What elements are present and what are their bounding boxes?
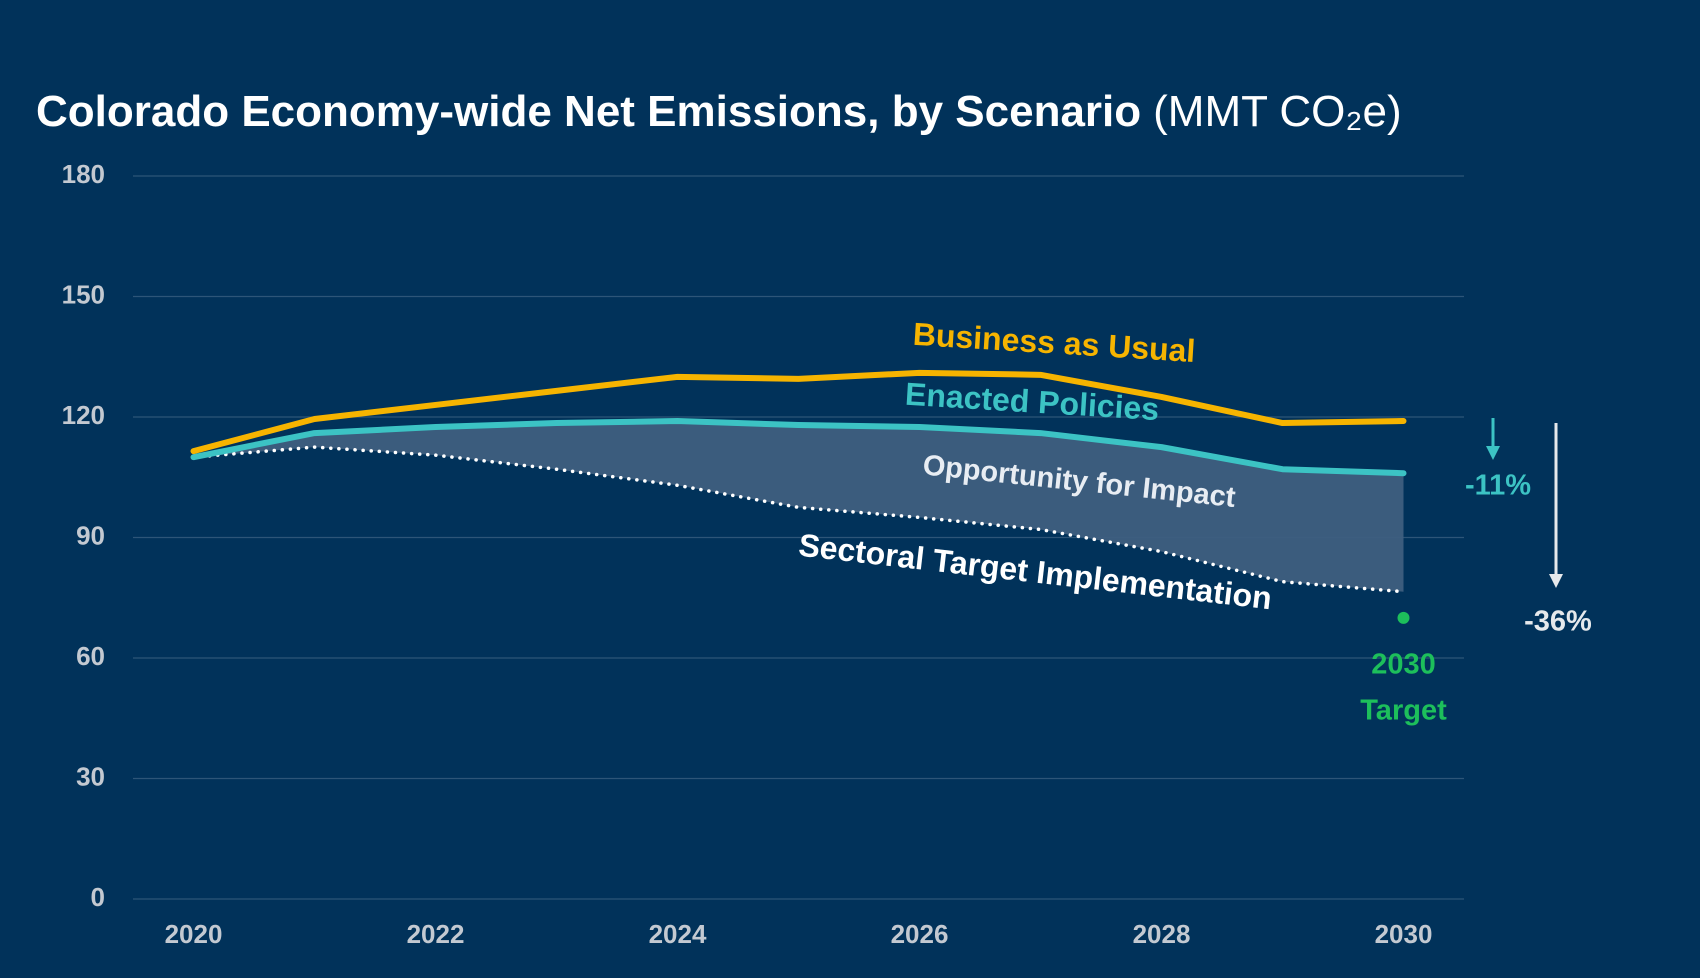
y-tick-label: 120: [62, 400, 105, 430]
series-line: [190, 369, 1407, 455]
y-tick-label: 30: [76, 761, 105, 791]
y-tick-label: 0: [91, 882, 105, 912]
target-point: [1397, 611, 1410, 624]
reduction-arrowhead: [1549, 574, 1563, 588]
target-label: Target: [1360, 695, 1447, 727]
title-main: Colorado Economy-wide Net Emissions, by …: [36, 87, 1141, 136]
x-tick-label: 2028: [1133, 919, 1191, 949]
series-label: Enacted Policies: [904, 376, 1160, 427]
x-tick-label: 2030: [1375, 919, 1433, 949]
x-tick-label: 2020: [165, 919, 223, 949]
chart-title: Colorado Economy-wide Net Emissions, by …: [36, 87, 1402, 136]
reduction-label: -11%: [1465, 470, 1531, 502]
y-tick-label: 150: [62, 279, 105, 309]
target-label: 2030: [1371, 649, 1436, 681]
title-unit: (MMT CO₂e): [1153, 87, 1401, 136]
opportunity-area: [193, 421, 1404, 592]
reduction-arrowhead: [1486, 446, 1500, 460]
y-tick-label: 90: [76, 520, 105, 550]
series-label: Business as Usual: [912, 316, 1196, 369]
x-tick-label: 2022: [407, 919, 465, 949]
reduction-label: -36%: [1524, 606, 1592, 638]
series-line: [191, 445, 1406, 594]
x-tick-label: 2024: [649, 919, 707, 949]
y-tick-label: 60: [76, 641, 105, 671]
series-line: [190, 418, 1407, 477]
y-tick-label: 180: [62, 159, 105, 189]
x-tick-label: 2026: [891, 919, 949, 949]
